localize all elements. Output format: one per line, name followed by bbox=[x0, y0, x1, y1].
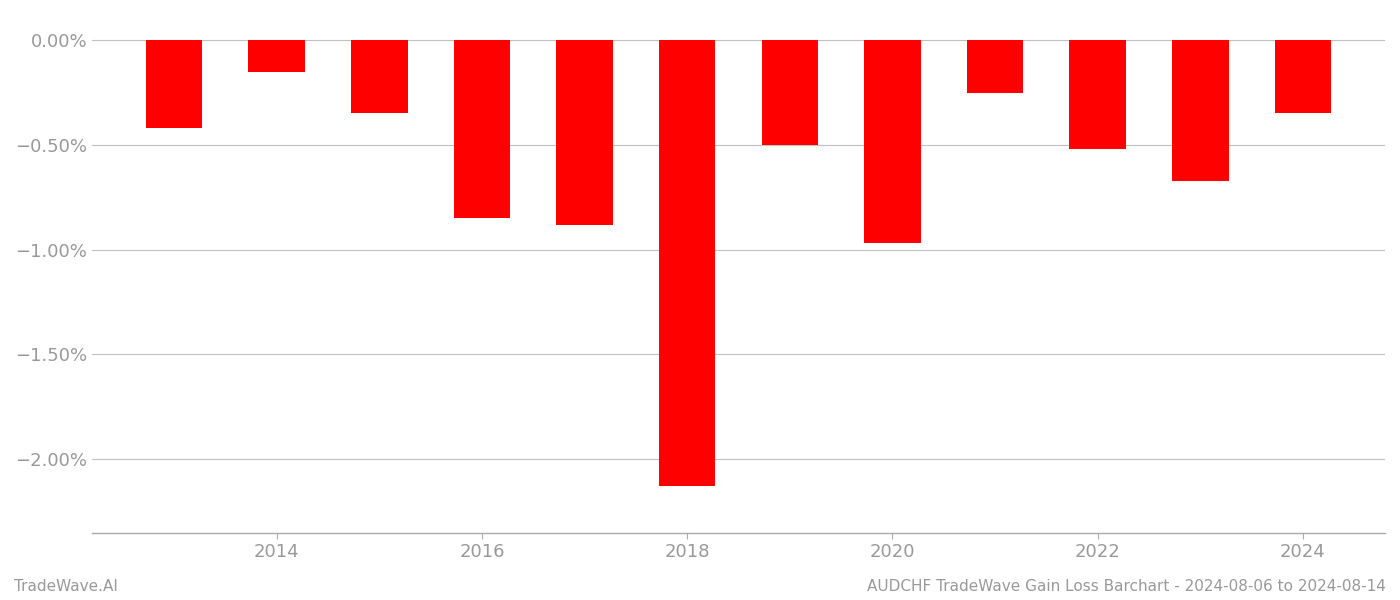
Bar bbox=[967, 40, 1023, 92]
Bar bbox=[762, 40, 818, 145]
Bar bbox=[146, 40, 203, 128]
Bar bbox=[1070, 40, 1126, 149]
Bar bbox=[864, 40, 921, 244]
Bar bbox=[556, 40, 613, 224]
Text: AUDCHF TradeWave Gain Loss Barchart - 2024-08-06 to 2024-08-14: AUDCHF TradeWave Gain Loss Barchart - 20… bbox=[867, 579, 1386, 594]
Bar bbox=[351, 40, 407, 113]
Bar bbox=[454, 40, 510, 218]
Bar bbox=[248, 40, 305, 71]
Text: TradeWave.AI: TradeWave.AI bbox=[14, 579, 118, 594]
Bar bbox=[1274, 40, 1331, 113]
Bar bbox=[1172, 40, 1229, 181]
Bar bbox=[659, 40, 715, 487]
